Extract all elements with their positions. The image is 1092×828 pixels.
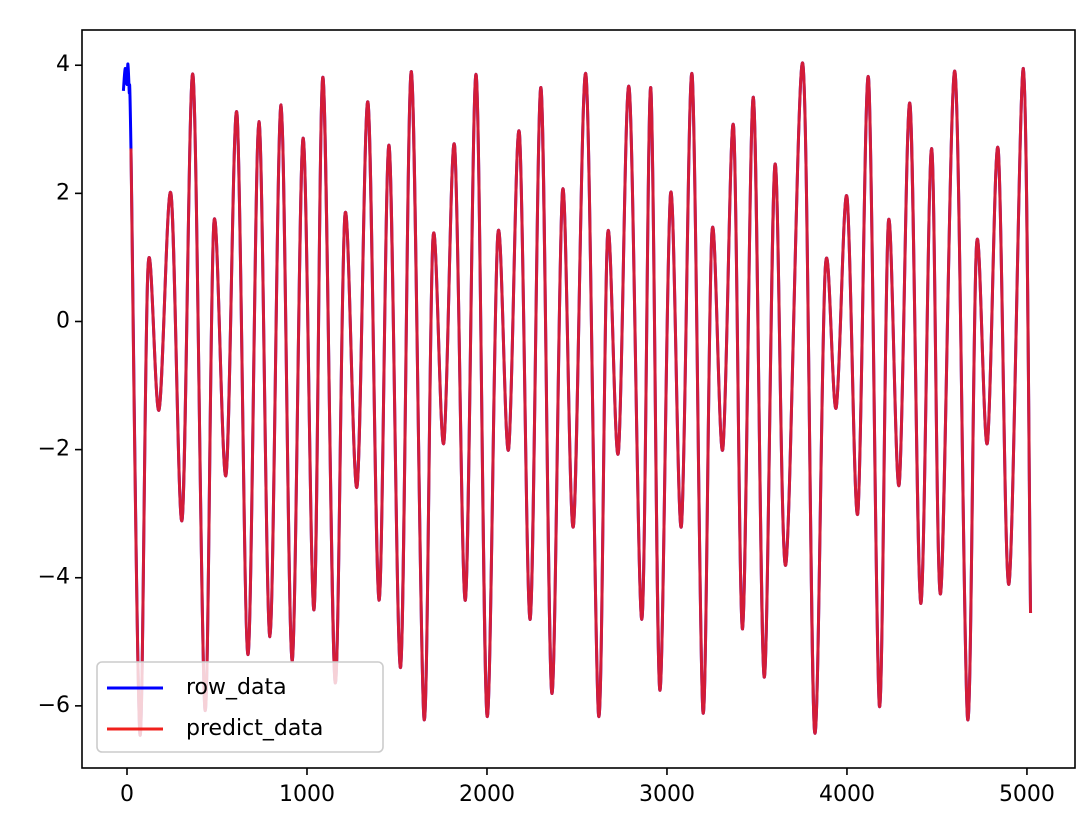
y-tick-label: −4 xyxy=(38,565,70,590)
y-tick-label: 4 xyxy=(56,52,70,77)
x-tick-label: 2000 xyxy=(459,782,515,807)
y-tick-label: −6 xyxy=(38,693,70,718)
legend-label: row_data xyxy=(186,675,287,700)
x-tick-label: 0 xyxy=(120,782,134,807)
x-tick-label: 3000 xyxy=(639,782,695,807)
series-line xyxy=(129,61,1033,737)
y-tick-label: −2 xyxy=(38,437,70,462)
axes-frame xyxy=(81,29,1076,769)
x-tick-label: 5000 xyxy=(999,782,1055,807)
legend-box xyxy=(96,661,384,753)
legend-label: predict_data xyxy=(186,716,323,741)
y-tick-label: 0 xyxy=(56,308,70,333)
x-tick-label: 4000 xyxy=(819,782,875,807)
plot-area xyxy=(121,61,1033,737)
x-tick-label: 1000 xyxy=(279,782,335,807)
y-tick-label: 2 xyxy=(56,180,70,205)
